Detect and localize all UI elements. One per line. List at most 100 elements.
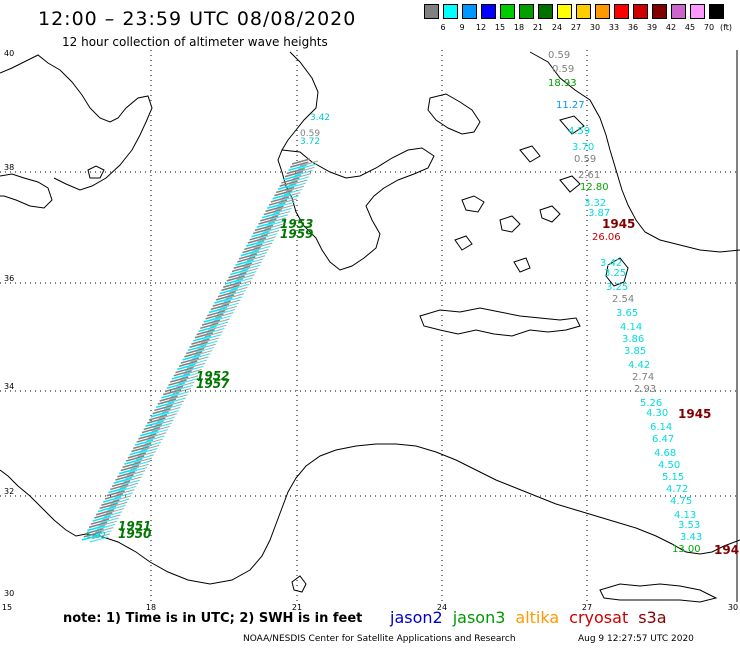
track-west-mark [214, 297, 233, 304]
track-west-mark [118, 485, 137, 492]
track-east-value: 2.61 [578, 170, 600, 181]
legend-label: 39 [646, 23, 658, 32]
track-west-mark [158, 413, 177, 420]
track-west-mark [101, 499, 120, 506]
satellite-legend: jason2 jason3 altika cryosat s3a [390, 608, 677, 627]
track-west-mark [122, 461, 141, 469]
track-west-mark [159, 395, 178, 402]
legend-label: 18 [513, 23, 525, 32]
track-west-mark [202, 334, 222, 341]
track-west-mark [274, 189, 293, 197]
track-west-mark [238, 253, 258, 260]
track-west-mark [134, 439, 154, 446]
track-west-mark [197, 343, 216, 350]
track-west-mark [94, 512, 113, 519]
track-west-mark [141, 444, 160, 451]
track-west-mark [253, 242, 273, 249]
track-west-mark [258, 218, 277, 225]
track-west-mark [154, 404, 173, 412]
track-west-mark [139, 448, 158, 455]
track-west-mark [175, 366, 194, 374]
track-west-mark [184, 351, 203, 358]
track-east-value: 0.59 [548, 50, 570, 61]
track-west-mark [103, 511, 123, 518]
legend-label: 36 [627, 23, 639, 32]
track-west-mark [286, 167, 305, 175]
track-west-mark [127, 452, 147, 459]
track-east-time: 1945 [602, 217, 635, 231]
track-east-value: 2.93 [634, 384, 656, 395]
track-west-mark [281, 177, 300, 184]
track-west-mark [170, 376, 189, 383]
track-west-mark [251, 230, 270, 238]
track-west-mark [99, 502, 118, 510]
track-west-mark [108, 486, 127, 494]
track-west-mark [291, 176, 310, 183]
track-west-mark [132, 460, 151, 467]
track-west-mark [106, 490, 125, 497]
track-west-mark [243, 261, 262, 268]
axis-labels: 15 18 21 24 27 30 40 38 36 34 32 30 [2, 49, 738, 612]
track-west-mark [119, 482, 139, 489]
track-west-mark [262, 226, 282, 233]
map-subtitle: 12 hour collection of altimeter wave hei… [62, 35, 328, 49]
track-west-mark [216, 309, 236, 315]
track-west-mark [189, 341, 208, 348]
track-west-mark [90, 518, 110, 525]
track-west-mark [267, 202, 286, 209]
track-east-value: 2.74 [632, 372, 654, 383]
longitude-label: 15 [2, 603, 12, 612]
track-west-mark [95, 509, 115, 516]
track-west-mark [283, 188, 303, 195]
track-west-mark [146, 435, 165, 442]
longitude-label: 21 [292, 603, 302, 612]
track-west-mark [201, 319, 221, 326]
track-west-mark [248, 252, 267, 259]
track-west-mark [278, 198, 297, 205]
track-east-value: 3.65 [616, 308, 638, 319]
track-east-value: 4.75 [670, 496, 692, 507]
latitude-label: 34 [4, 382, 14, 391]
graticule [0, 50, 740, 602]
track-west-label: 1951 [118, 519, 151, 533]
satellite-name: jason2 [390, 608, 443, 627]
track-west-mark [273, 207, 292, 214]
track-west-mark [205, 313, 224, 320]
track-east-value: 5.26 [640, 398, 662, 409]
track-west-mark [219, 287, 238, 295]
track-east-value: 3.32 [584, 198, 606, 209]
track-east-value: 4.13 [674, 510, 696, 521]
track-west-mark [275, 204, 294, 211]
track-west-mark [149, 429, 169, 436]
track-west-mark [188, 359, 207, 366]
track-west-mark [206, 327, 225, 334]
track-west-mark [109, 501, 128, 508]
track-west-mark [296, 166, 315, 173]
legend-label: 6 [440, 23, 446, 32]
legend-swatch [576, 4, 591, 19]
track-east-value: 3.87 [588, 208, 610, 219]
track-west-mark [105, 508, 125, 515]
track-east-value: 3.70 [572, 142, 594, 153]
track-west-mark [210, 303, 230, 311]
track-west-mark [201, 337, 220, 344]
track-west-mark [212, 300, 231, 307]
track-west-mark [208, 324, 227, 331]
longitude-label: 18 [146, 603, 156, 612]
satellite-track-west [81, 158, 319, 543]
legend-label: 30 [589, 23, 601, 32]
track-west-mark [96, 523, 116, 530]
track-west-mark [250, 248, 269, 255]
track-west-mark [236, 274, 255, 281]
track-west-mark [126, 470, 146, 477]
track-west-mark [246, 255, 266, 262]
track-west-mark [165, 400, 185, 407]
track-west-mark [185, 365, 204, 372]
track-west-mark [81, 534, 101, 541]
track-west-mark [211, 318, 230, 325]
track-east-value: 4.68 [654, 448, 676, 459]
track-west-mark [166, 382, 185, 390]
track-west-mark [179, 375, 199, 382]
track-west-label: 0.59 [300, 129, 320, 139]
